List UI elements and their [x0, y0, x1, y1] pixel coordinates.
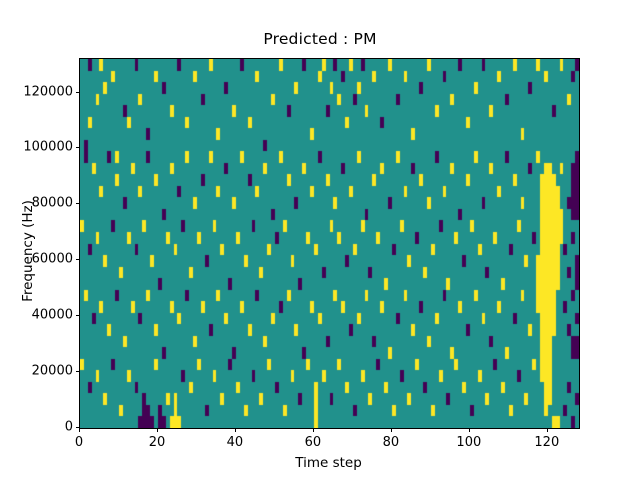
y-tick-mark: [75, 371, 79, 372]
x-tick-mark: [391, 428, 392, 432]
x-tick-mark: [157, 428, 158, 432]
y-tick-label: 40000: [31, 307, 73, 323]
x-tick-label: 20: [148, 435, 166, 450]
y-tick-mark: [75, 259, 79, 260]
x-tick-mark: [79, 428, 80, 432]
x-tick-label: 100: [456, 435, 482, 450]
x-tick-mark: [313, 428, 314, 432]
page-title: Predicted : PM: [263, 30, 377, 48]
y-tick-mark: [75, 427, 79, 428]
y-tick-label: 100000: [23, 139, 73, 155]
x-axis-label: Time step: [295, 455, 362, 471]
y-tick-label: 60000: [31, 251, 73, 267]
x-tick-label: 0: [74, 435, 84, 450]
y-tick-mark: [75, 203, 79, 204]
y-tick-label: 0: [64, 419, 73, 435]
heatmap-plot-area: [79, 58, 580, 429]
x-tick-mark: [235, 428, 236, 432]
x-tick-mark: [469, 428, 470, 432]
x-tick-label: 60: [304, 435, 322, 450]
y-tick-mark: [75, 92, 79, 93]
x-tick-label: 120: [534, 435, 560, 450]
y-tick-label: 120000: [23, 84, 73, 100]
x-tick-mark: [547, 428, 548, 432]
y-tick-mark: [75, 315, 79, 316]
x-tick-label: 40: [226, 435, 244, 450]
heatmap-cells: [80, 59, 579, 428]
y-tick-mark: [75, 147, 79, 148]
y-tick-label: 20000: [31, 363, 73, 379]
y-tick-label: 80000: [31, 195, 73, 211]
x-tick-label: 80: [382, 435, 400, 450]
